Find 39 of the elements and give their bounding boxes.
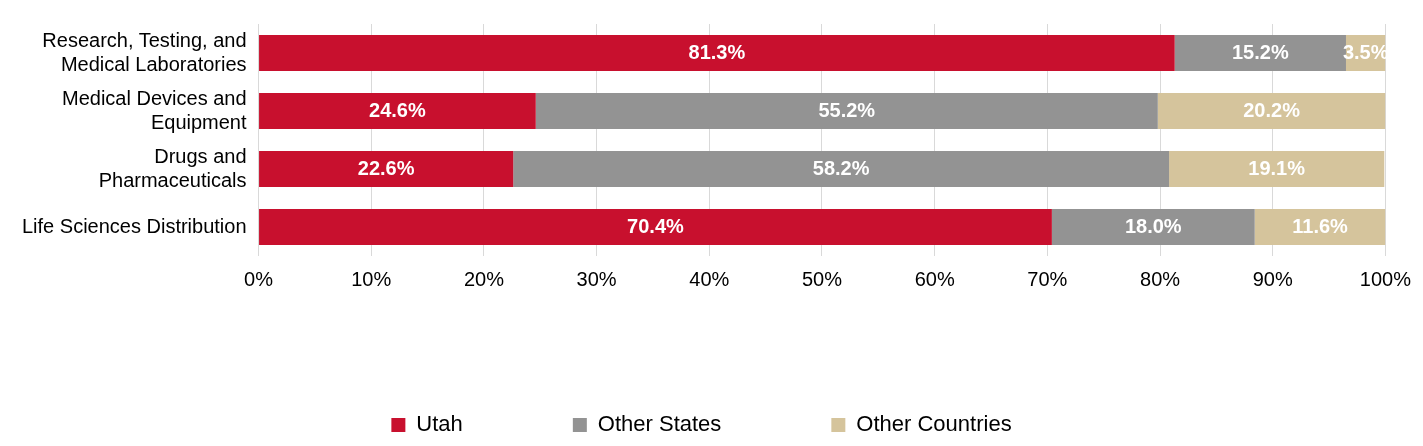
bar: [259, 151, 514, 187]
x-tick-label: 20%: [463, 267, 505, 290]
text: 81.3%: [688, 40, 746, 63]
x-tick-label: 30%: [576, 267, 617, 290]
legend-label: Other Countries: [856, 411, 1012, 437]
bar: [259, 93, 536, 129]
legend-label: Utah: [416, 411, 463, 437]
legend-label: Other States: [597, 411, 722, 437]
y-tick-label: Drugs and Pharmaceuticals: [98, 144, 247, 191]
bar: [1254, 209, 1386, 245]
text: 19.1%: [1248, 156, 1306, 179]
x-tick-label: 40%: [689, 267, 730, 290]
x-tick-label: 80%: [1140, 267, 1181, 290]
x-tick-label: 100%: [1359, 267, 1412, 290]
y-tick-label: Medical Devices and Equipment: [62, 86, 247, 133]
x-tick-label: 0%: [244, 267, 274, 290]
bar: [259, 209, 1052, 245]
bar: [1157, 93, 1386, 129]
text: 58.2%: [812, 156, 870, 179]
bar: [1169, 151, 1385, 187]
bar: [259, 35, 1175, 71]
bar: [535, 93, 1158, 129]
bar: [1051, 209, 1255, 245]
x-tick-label: 10%: [351, 267, 392, 290]
x-tick-label: 90%: [1252, 267, 1293, 290]
y-tick-label: Life Sciences Distribution: [21, 214, 247, 237]
y-tick-label: Research, Testing, and Medical Laboratories: [42, 28, 247, 75]
x-tick-label: 60%: [914, 267, 955, 290]
text: 70.4%: [627, 214, 684, 237]
bar: [513, 151, 1170, 187]
text: 20.2%: [1243, 98, 1300, 121]
x-tick-label: 70%: [1027, 267, 1068, 290]
text: 15.2%: [1231, 40, 1289, 63]
text: 24.6%: [369, 98, 426, 121]
x-tick-label: 50%: [801, 267, 843, 290]
text: 22.6%: [357, 156, 415, 179]
text: 11.6%: [1292, 214, 1348, 237]
text: 18.0%: [1124, 214, 1182, 237]
text: 55.2%: [818, 98, 876, 121]
